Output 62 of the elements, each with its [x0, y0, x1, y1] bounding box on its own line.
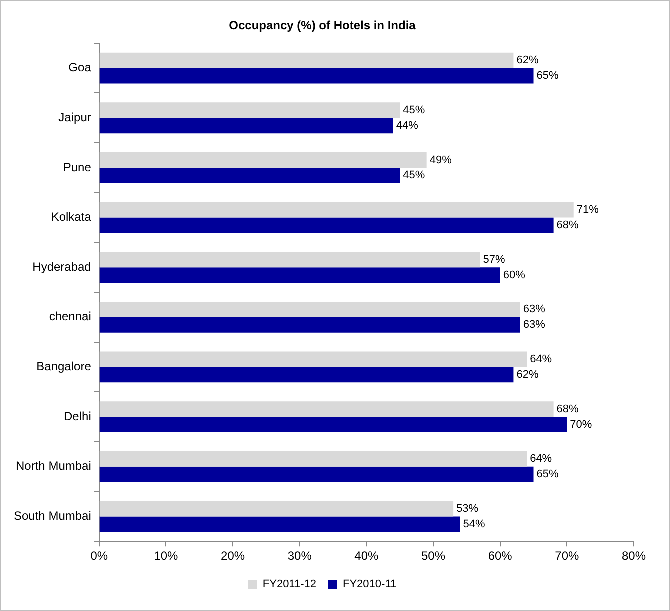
bar: [100, 102, 400, 118]
data-label: 44%: [396, 120, 419, 132]
y-tick-label: Pune: [63, 160, 92, 174]
legend-label: FY2010-11: [343, 578, 397, 591]
bar: [100, 218, 554, 234]
data-label: 63%: [523, 304, 546, 316]
bar: [100, 68, 534, 84]
data-label: 65%: [536, 70, 559, 82]
bar: [100, 202, 574, 218]
data-label: 63%: [523, 319, 546, 332]
y-tick-label: chennai: [49, 310, 92, 324]
bar: [100, 168, 400, 184]
bar: [100, 466, 534, 482]
data-label: 57%: [483, 254, 506, 266]
data-label: 64%: [530, 453, 552, 466]
x-tick-label: 0%: [90, 549, 108, 564]
bar: [100, 317, 520, 333]
data-label: 68%: [556, 403, 580, 416]
x-tick-label: 70%: [555, 549, 580, 564]
data-label: 71%: [576, 204, 600, 216]
x-tick-label: 20%: [221, 549, 246, 564]
bar: [100, 352, 528, 368]
y-tick-label: Kolkata: [51, 210, 92, 224]
bar: [100, 402, 554, 418]
bar: [100, 501, 454, 517]
data-label: 60%: [503, 269, 526, 282]
data-label: 45%: [403, 170, 426, 182]
x-tick-label: 40%: [354, 549, 380, 564]
y-tick-label: Bangalore: [36, 360, 92, 374]
data-label: 62%: [516, 368, 539, 381]
y-tick-label: Jaipur: [58, 110, 92, 124]
x-tick-label: 10%: [154, 549, 179, 564]
data-label: 54%: [463, 518, 486, 530]
data-label: 49%: [430, 154, 452, 166]
data-label: 62%: [516, 54, 539, 67]
data-label: 65%: [536, 468, 559, 481]
y-tick-label: Goa: [68, 60, 92, 75]
y-tick-label: Hyderabad: [32, 260, 92, 274]
data-label: 53%: [456, 503, 479, 515]
bar: [100, 52, 514, 68]
bar: [100, 516, 460, 532]
x-tick-label: 30%: [288, 549, 312, 564]
chart-title: Occupancy (%) of Hotels in India: [229, 18, 416, 33]
y-tick-label: Delhi: [64, 409, 92, 424]
data-label: 70%: [570, 418, 592, 431]
bar: [100, 268, 500, 284]
y-tick-label: South Mumbai: [14, 509, 92, 524]
bar: [100, 451, 528, 467]
x-tick-label: 60%: [488, 549, 513, 564]
data-label: 68%: [556, 220, 580, 232]
bar: [100, 302, 520, 318]
legend-label: FY2011-12: [262, 578, 316, 591]
x-tick-label: 80%: [622, 549, 646, 564]
data-label: 64%: [530, 354, 552, 366]
bar: [100, 118, 394, 134]
bar: [100, 152, 427, 168]
y-tick-label: North Mumbai: [16, 459, 92, 474]
bar: [100, 252, 480, 268]
data-label: 45%: [403, 104, 426, 116]
bar: [100, 367, 514, 383]
bar: [100, 417, 568, 432]
x-tick-label: 50%: [422, 549, 446, 564]
